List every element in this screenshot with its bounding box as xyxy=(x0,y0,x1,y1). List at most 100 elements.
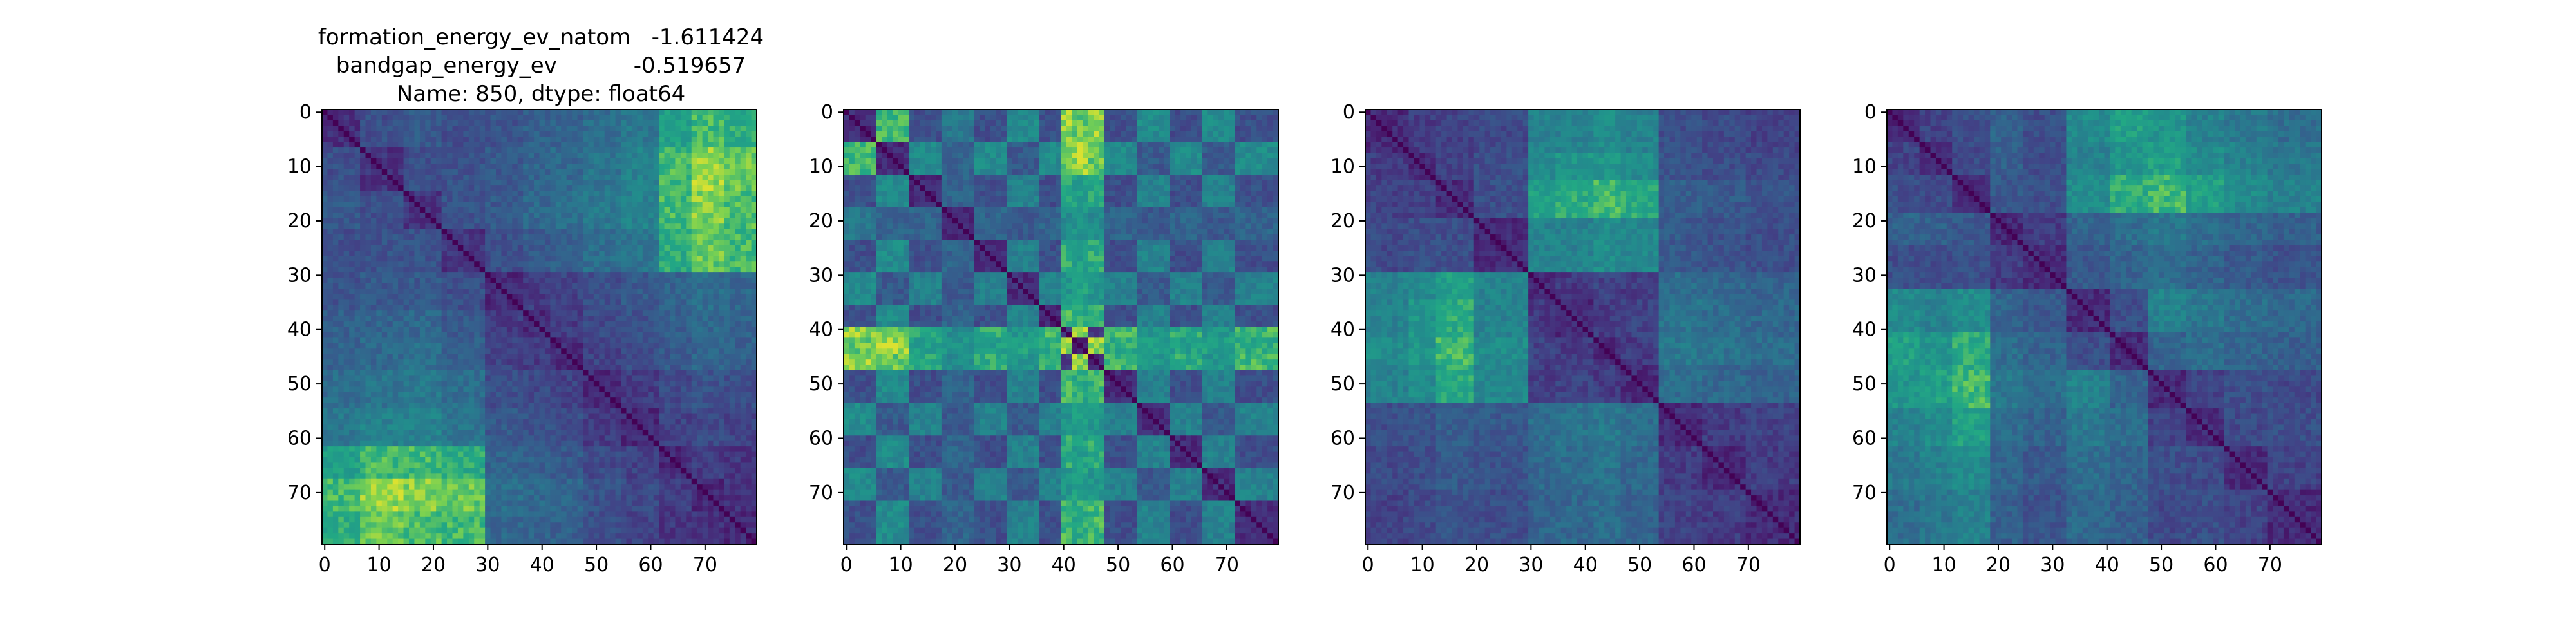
heatmap-cell xyxy=(404,272,410,278)
heatmap-cell xyxy=(659,196,665,202)
heatmap-cell xyxy=(512,131,518,137)
heatmap-cell xyxy=(518,424,524,430)
heatmap-cell xyxy=(561,419,567,425)
heatmap-cell xyxy=(540,131,545,137)
heatmap-cell xyxy=(431,131,437,137)
heatmap-cell xyxy=(382,196,388,202)
heatmap-cell xyxy=(463,370,469,376)
heatmap-cell xyxy=(681,267,687,273)
heatmap-cell xyxy=(578,375,583,381)
heatmap-cell xyxy=(545,332,551,338)
heatmap-cell xyxy=(540,223,545,229)
heatmap-cell xyxy=(648,256,654,262)
heatmap-cell xyxy=(501,229,507,235)
heatmap-cell xyxy=(344,424,350,430)
heatmap-cell xyxy=(567,386,573,392)
heatmap-cell xyxy=(540,386,545,392)
heatmap-cell xyxy=(480,343,486,349)
heatmap-cell xyxy=(344,397,350,403)
heatmap-cell xyxy=(463,354,469,360)
heatmap-cell xyxy=(425,424,431,430)
heatmap-cell xyxy=(643,310,649,316)
heatmap-cell xyxy=(501,256,507,262)
heatmap-cell xyxy=(366,261,372,267)
heatmap-cell xyxy=(442,202,448,207)
heatmap-cell xyxy=(469,251,475,256)
heatmap-cell xyxy=(730,229,735,235)
heatmap-cell xyxy=(360,229,366,235)
heatmap-cell xyxy=(583,109,589,115)
heatmap-cell xyxy=(627,441,632,447)
heatmap-cell xyxy=(714,153,719,159)
heatmap-cell xyxy=(730,126,735,131)
heatmap-cell xyxy=(344,283,350,289)
heatmap-cell xyxy=(512,185,518,191)
heatmap-cell xyxy=(398,147,404,153)
heatmap-cell xyxy=(469,207,475,213)
heatmap-cell xyxy=(425,109,431,115)
heatmap-cell xyxy=(360,223,366,229)
heatmap-cell xyxy=(692,109,697,115)
heatmap-cell xyxy=(523,120,529,126)
heatmap-cell xyxy=(409,435,415,441)
heatmap-cell xyxy=(474,414,480,420)
heatmap-cell xyxy=(735,424,741,430)
heatmap-cell xyxy=(398,229,404,235)
heatmap-cell xyxy=(741,359,746,365)
heatmap-cell xyxy=(469,142,475,148)
heatmap-cell xyxy=(599,137,605,142)
heatmap-cell xyxy=(610,354,616,360)
heatmap-cell xyxy=(583,131,589,137)
heatmap-cell xyxy=(442,365,448,371)
heatmap-cell xyxy=(588,343,594,349)
heatmap-cell xyxy=(480,283,486,289)
heatmap-cell xyxy=(730,109,735,115)
heatmap-cell xyxy=(735,310,741,316)
heatmap-cell xyxy=(610,424,616,430)
heatmap-cell xyxy=(730,305,735,311)
heatmap-cell xyxy=(327,305,333,311)
heatmap-cell xyxy=(686,278,692,284)
heatmap-cell xyxy=(398,430,404,436)
heatmap-cell xyxy=(735,375,741,381)
heatmap-cell xyxy=(355,251,361,256)
heatmap-cell xyxy=(529,223,535,229)
heatmap-cell xyxy=(578,137,583,142)
heatmap-cell xyxy=(376,441,382,447)
heatmap-cell xyxy=(344,261,350,267)
heatmap-cell xyxy=(507,397,513,403)
heatmap-cell xyxy=(627,267,632,273)
heatmap-cell xyxy=(654,207,659,213)
heatmap-cell xyxy=(442,359,448,365)
heatmap-cell xyxy=(518,348,524,354)
heatmap-cell xyxy=(349,397,355,403)
heatmap-cell xyxy=(697,251,703,256)
heatmap-cell xyxy=(453,332,459,338)
heatmap-cell xyxy=(463,202,469,207)
heatmap-cell xyxy=(366,175,372,180)
heatmap-cell xyxy=(453,414,459,420)
heatmap-cell xyxy=(469,147,475,153)
heatmap-cell xyxy=(425,381,431,387)
heatmap-cell xyxy=(480,251,486,256)
heatmap-cell xyxy=(393,240,399,246)
heatmap-cell xyxy=(724,240,730,246)
heatmap-cell xyxy=(572,375,578,381)
heatmap-cell xyxy=(659,180,665,186)
heatmap-cell xyxy=(550,115,556,120)
heatmap-cell xyxy=(382,115,388,120)
heatmap-cell xyxy=(376,408,382,414)
heatmap-cell xyxy=(561,202,567,207)
heatmap-cell xyxy=(561,403,567,409)
heatmap-cell xyxy=(540,430,545,436)
heatmap-cell xyxy=(703,316,708,322)
heatmap-cell xyxy=(741,414,746,420)
heatmap-cell xyxy=(567,430,573,436)
heatmap-cell xyxy=(474,408,480,414)
heatmap-cell xyxy=(588,261,594,267)
heatmap-cell xyxy=(572,310,578,316)
heatmap-cell xyxy=(431,267,437,273)
heatmap-cell xyxy=(605,272,611,278)
heatmap-cell xyxy=(550,408,556,414)
heatmap-cell xyxy=(501,403,507,409)
